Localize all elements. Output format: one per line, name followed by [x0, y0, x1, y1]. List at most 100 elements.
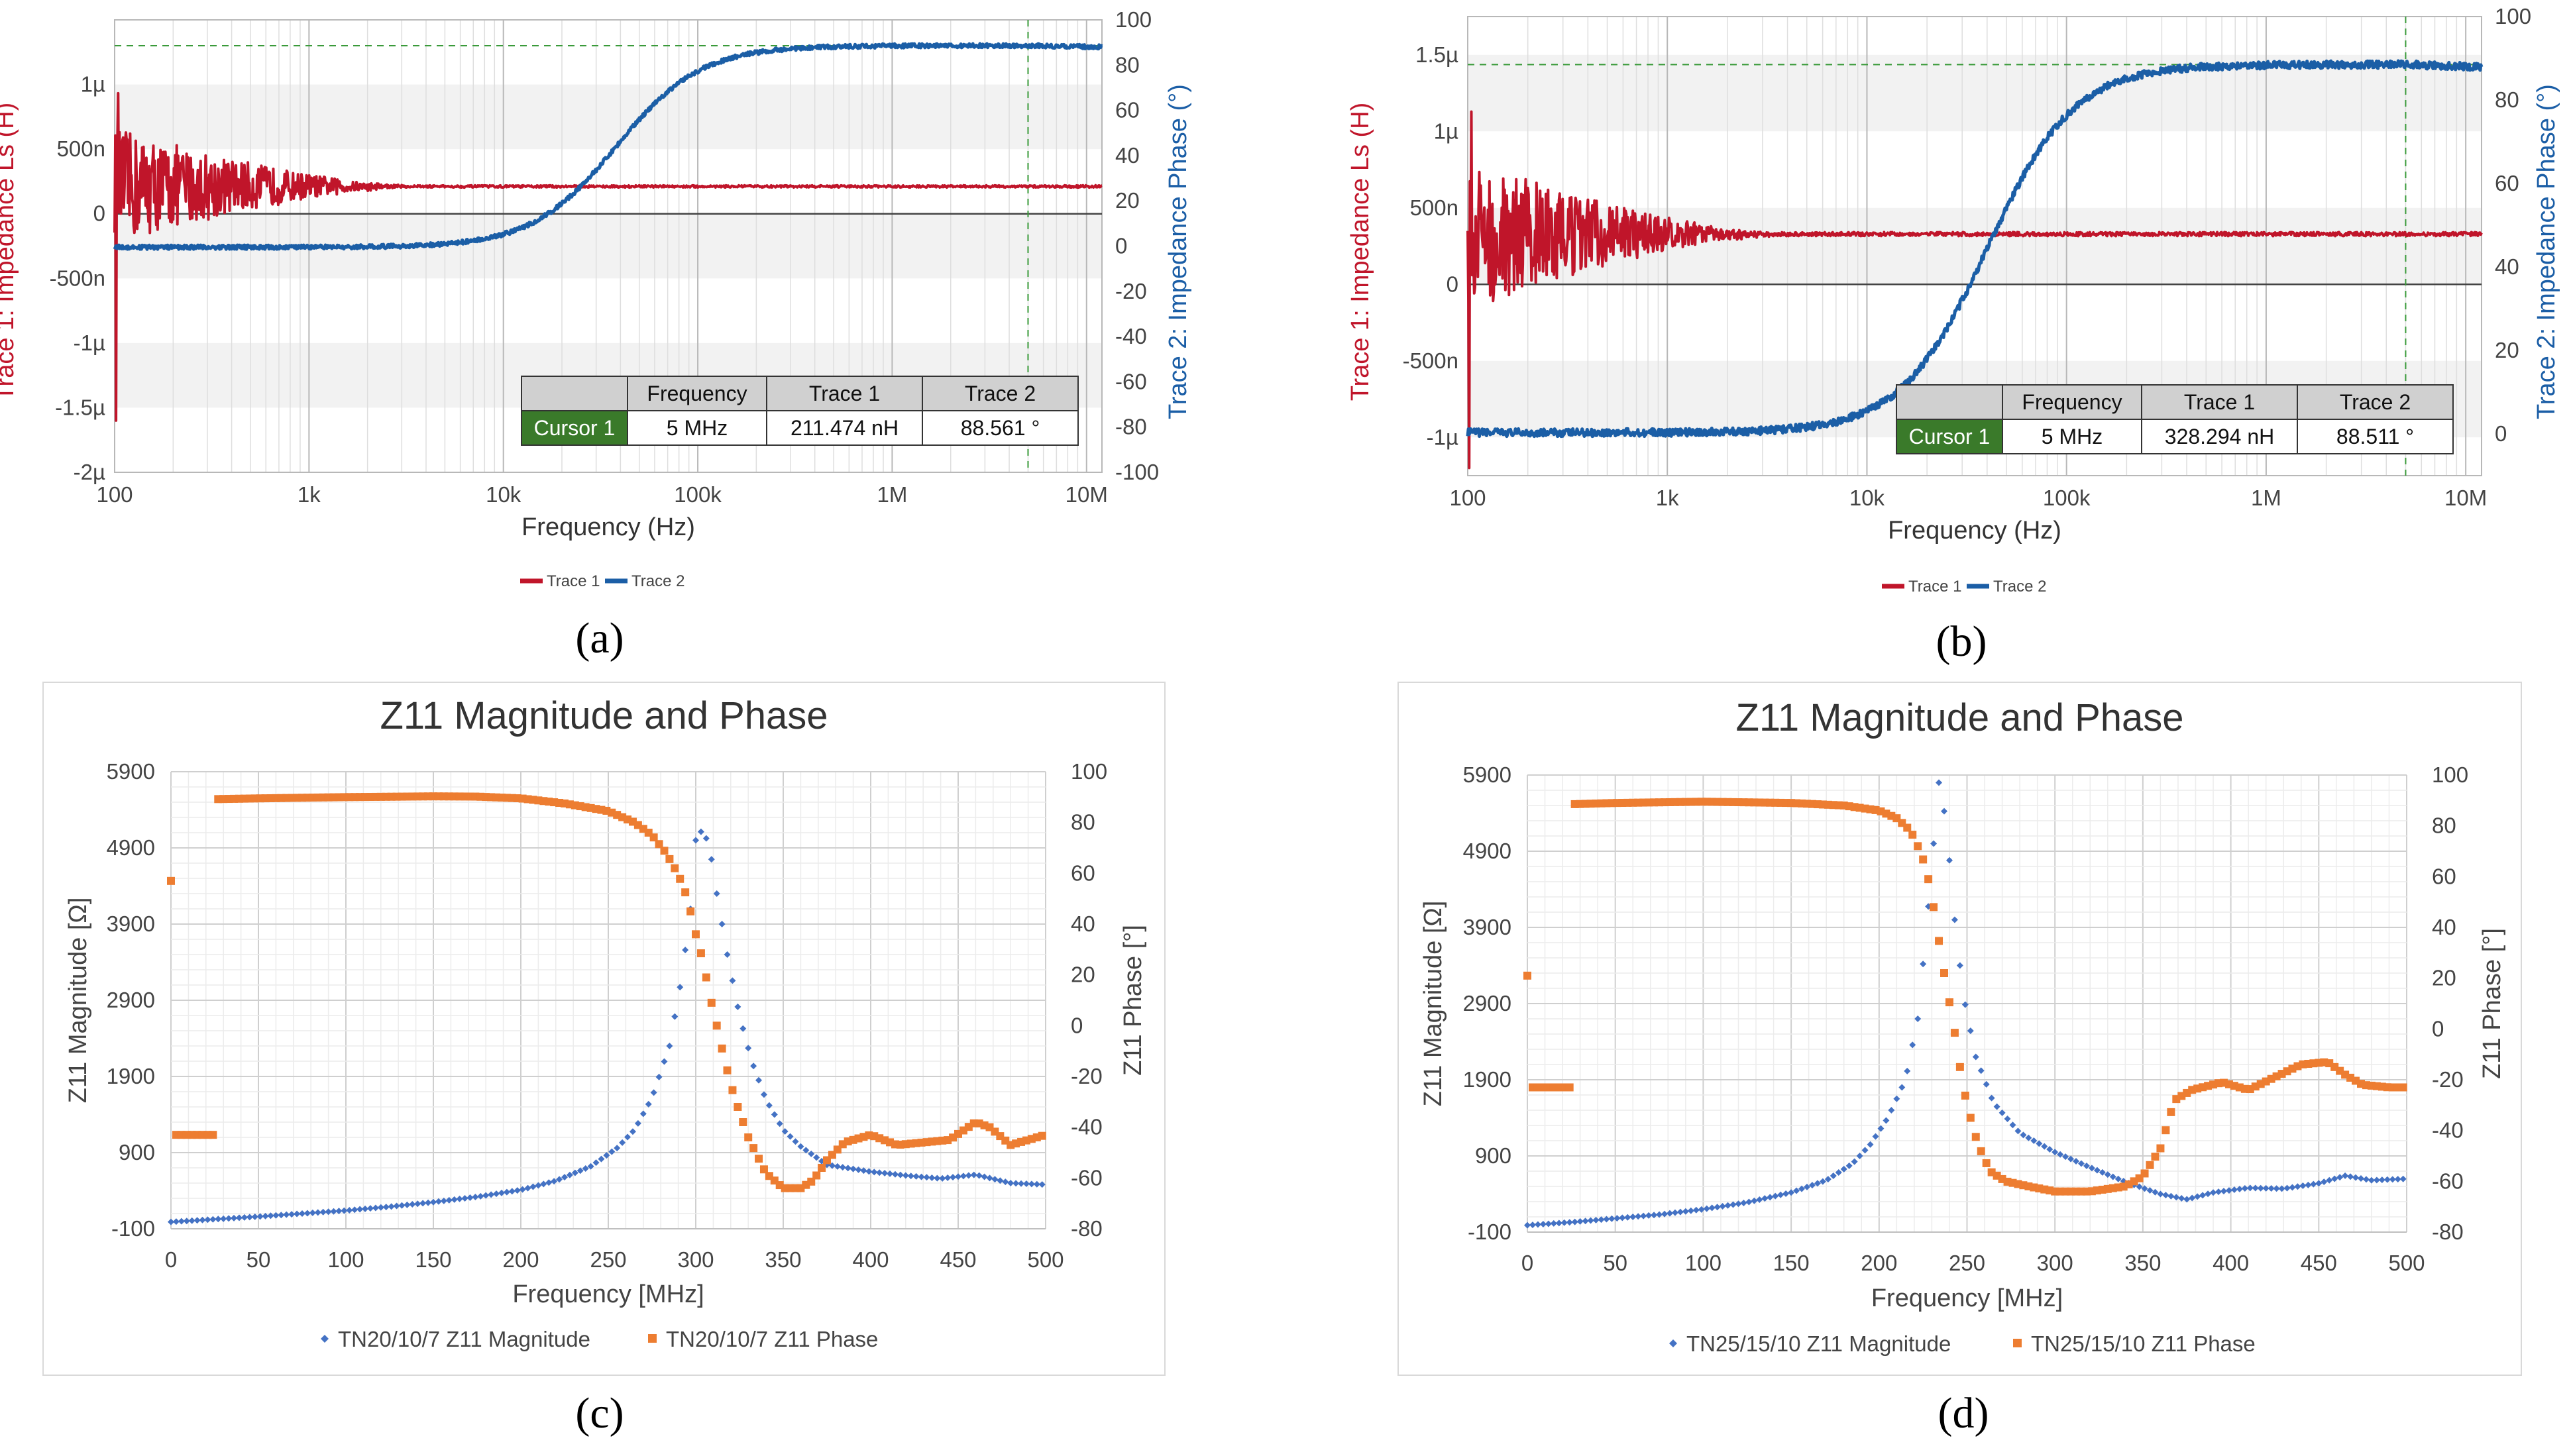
magnitude-point — [1729, 1201, 1737, 1208]
magnitude-point — [1592, 1216, 1600, 1223]
cursor-value: 211.474 nH — [791, 416, 899, 440]
magnitude-point — [477, 1192, 484, 1200]
magnitude-point — [2273, 1185, 2280, 1192]
magnitude-point — [508, 1188, 516, 1195]
magnitude-point — [981, 1173, 988, 1180]
magnitude-point — [251, 1213, 258, 1220]
magnitude-point — [887, 1170, 894, 1177]
phase-point — [744, 1133, 753, 1141]
magnitude-point — [2093, 1167, 2101, 1174]
y2-axis-label: Trace 2: Impedance Phase (°) — [1164, 84, 1192, 419]
y-tick-label: -1µ — [74, 331, 105, 355]
magnitude-point — [1619, 1214, 1626, 1222]
y2-axis-label: Trace 2: Impedance Phase (°) — [2533, 84, 2560, 419]
magnitude-point — [2078, 1160, 2085, 1167]
phase-point — [734, 1103, 742, 1111]
phase-point — [707, 998, 716, 1007]
magnitude-point — [1724, 1202, 1731, 1209]
table-header-text: Frequency — [2022, 390, 2122, 414]
magnitude-point — [2014, 1127, 2022, 1135]
cursor-table: Frequency Trace 1 Trace 2 Cursor 1 5 MHz 211.… — [521, 376, 1079, 446]
magnitude-point — [750, 1063, 757, 1070]
x-tick-label: 300 — [677, 1247, 714, 1272]
cursor-table: Frequency Trace 1 Trace 2 Cursor 1 5 MHz 328.… — [1896, 384, 2454, 454]
magnitude-point — [1022, 1180, 1030, 1188]
magnitude-point — [1872, 1133, 1879, 1140]
magnitude-point — [545, 1179, 553, 1186]
magnitude-point — [2141, 1185, 2148, 1192]
magnitude-point — [2373, 1176, 2380, 1184]
phase-point — [1924, 875, 1933, 884]
magnitude-point — [2162, 1192, 2169, 1199]
magnitude-point — [1867, 1141, 1874, 1148]
magnitude-point — [529, 1183, 537, 1190]
x-tick-label: 10k — [1849, 486, 1885, 510]
x-axis-label: Frequency [MHz] — [1871, 1284, 2063, 1312]
magnitude-point — [566, 1171, 573, 1178]
phase-point — [702, 973, 710, 982]
magnitude-point — [624, 1133, 631, 1141]
magnitude-point — [2194, 1193, 2201, 1200]
x-tick-label: 350 — [765, 1247, 801, 1272]
phase-point — [1961, 1091, 1969, 1100]
y2-tick-label: 20 — [1071, 962, 1095, 987]
legend-label-magnitude: TN25/15/10 Z11 Magnitude — [1686, 1331, 1951, 1356]
magnitude-point — [2104, 1171, 2111, 1178]
magnitude-point — [294, 1210, 301, 1218]
phase-point — [1919, 855, 1928, 864]
y-tick-label: 5900 — [107, 759, 155, 784]
y2-tick-label: -40 — [1071, 1115, 1103, 1139]
magnitude-point — [1914, 1015, 1922, 1022]
magnitude-point — [2321, 1178, 2328, 1186]
magnitude-point — [571, 1169, 578, 1176]
phase-point — [1971, 1133, 1980, 1141]
magnitude-point — [404, 1201, 411, 1208]
magnitude-point — [1983, 1080, 1990, 1088]
magnitude-point — [524, 1184, 531, 1192]
y2-tick-label: 60 — [2495, 171, 2519, 195]
magnitude-point — [1945, 857, 1953, 864]
magnitude-point — [787, 1133, 794, 1140]
magnitude-point — [2004, 1116, 2011, 1123]
y2-tick-label: -40 — [2432, 1118, 2464, 1143]
magnitude-point — [965, 1172, 972, 1179]
x-tick-label: 10M — [1066, 482, 1108, 507]
phase-point — [1945, 998, 1953, 1007]
magnitude-point — [372, 1204, 379, 1212]
figure-caption: (c) — [575, 1389, 624, 1437]
y-tick-label: 2900 — [107, 988, 155, 1012]
magnitude-point — [860, 1167, 867, 1174]
y2-axis-label: Z11 Phase [°] — [1119, 925, 1147, 1076]
magnitude-point — [576, 1167, 584, 1174]
magnitude-point — [2225, 1187, 2232, 1194]
chart-frame — [1397, 682, 2522, 1376]
magnitude-point — [1803, 1183, 1810, 1190]
y-tick-label: 4900 — [107, 835, 155, 860]
magnitude-point — [556, 1176, 563, 1183]
magnitude-point — [2368, 1176, 2375, 1184]
table-value-cell — [922, 410, 1079, 446]
y-tick-label: 1900 — [107, 1064, 155, 1088]
table-value-cell — [2002, 419, 2142, 454]
magnitude-point — [435, 1198, 442, 1205]
trace-1-line — [1466, 110, 2483, 470]
y2-tick-label: 0 — [1115, 234, 1127, 258]
y2-tick-label: -20 — [2432, 1067, 2464, 1092]
magnitude-point — [739, 1025, 747, 1032]
phase-point — [1935, 937, 1943, 945]
magnitude-point — [1587, 1217, 1594, 1224]
magnitude-point — [1898, 1084, 1906, 1091]
phase-point — [1565, 1083, 1574, 1092]
magnitude-point — [2099, 1169, 2106, 1176]
magnitude-point — [1920, 961, 1927, 968]
magnitude-point — [1977, 1067, 1985, 1074]
x-tick-label: 100 — [1449, 486, 1486, 510]
magnitude-point — [745, 1045, 752, 1052]
table-corner-cell — [1896, 384, 2003, 420]
magnitude-point — [2230, 1186, 2238, 1194]
chart-c: Z11 Magnitude and Phase 5900 4900 3900 2900 1… — [42, 682, 1166, 1437]
x-tick-label: 100 — [327, 1247, 364, 1272]
y-tick-label: 1.5µ — [1415, 42, 1458, 67]
magnitude-point — [2041, 1143, 2048, 1150]
